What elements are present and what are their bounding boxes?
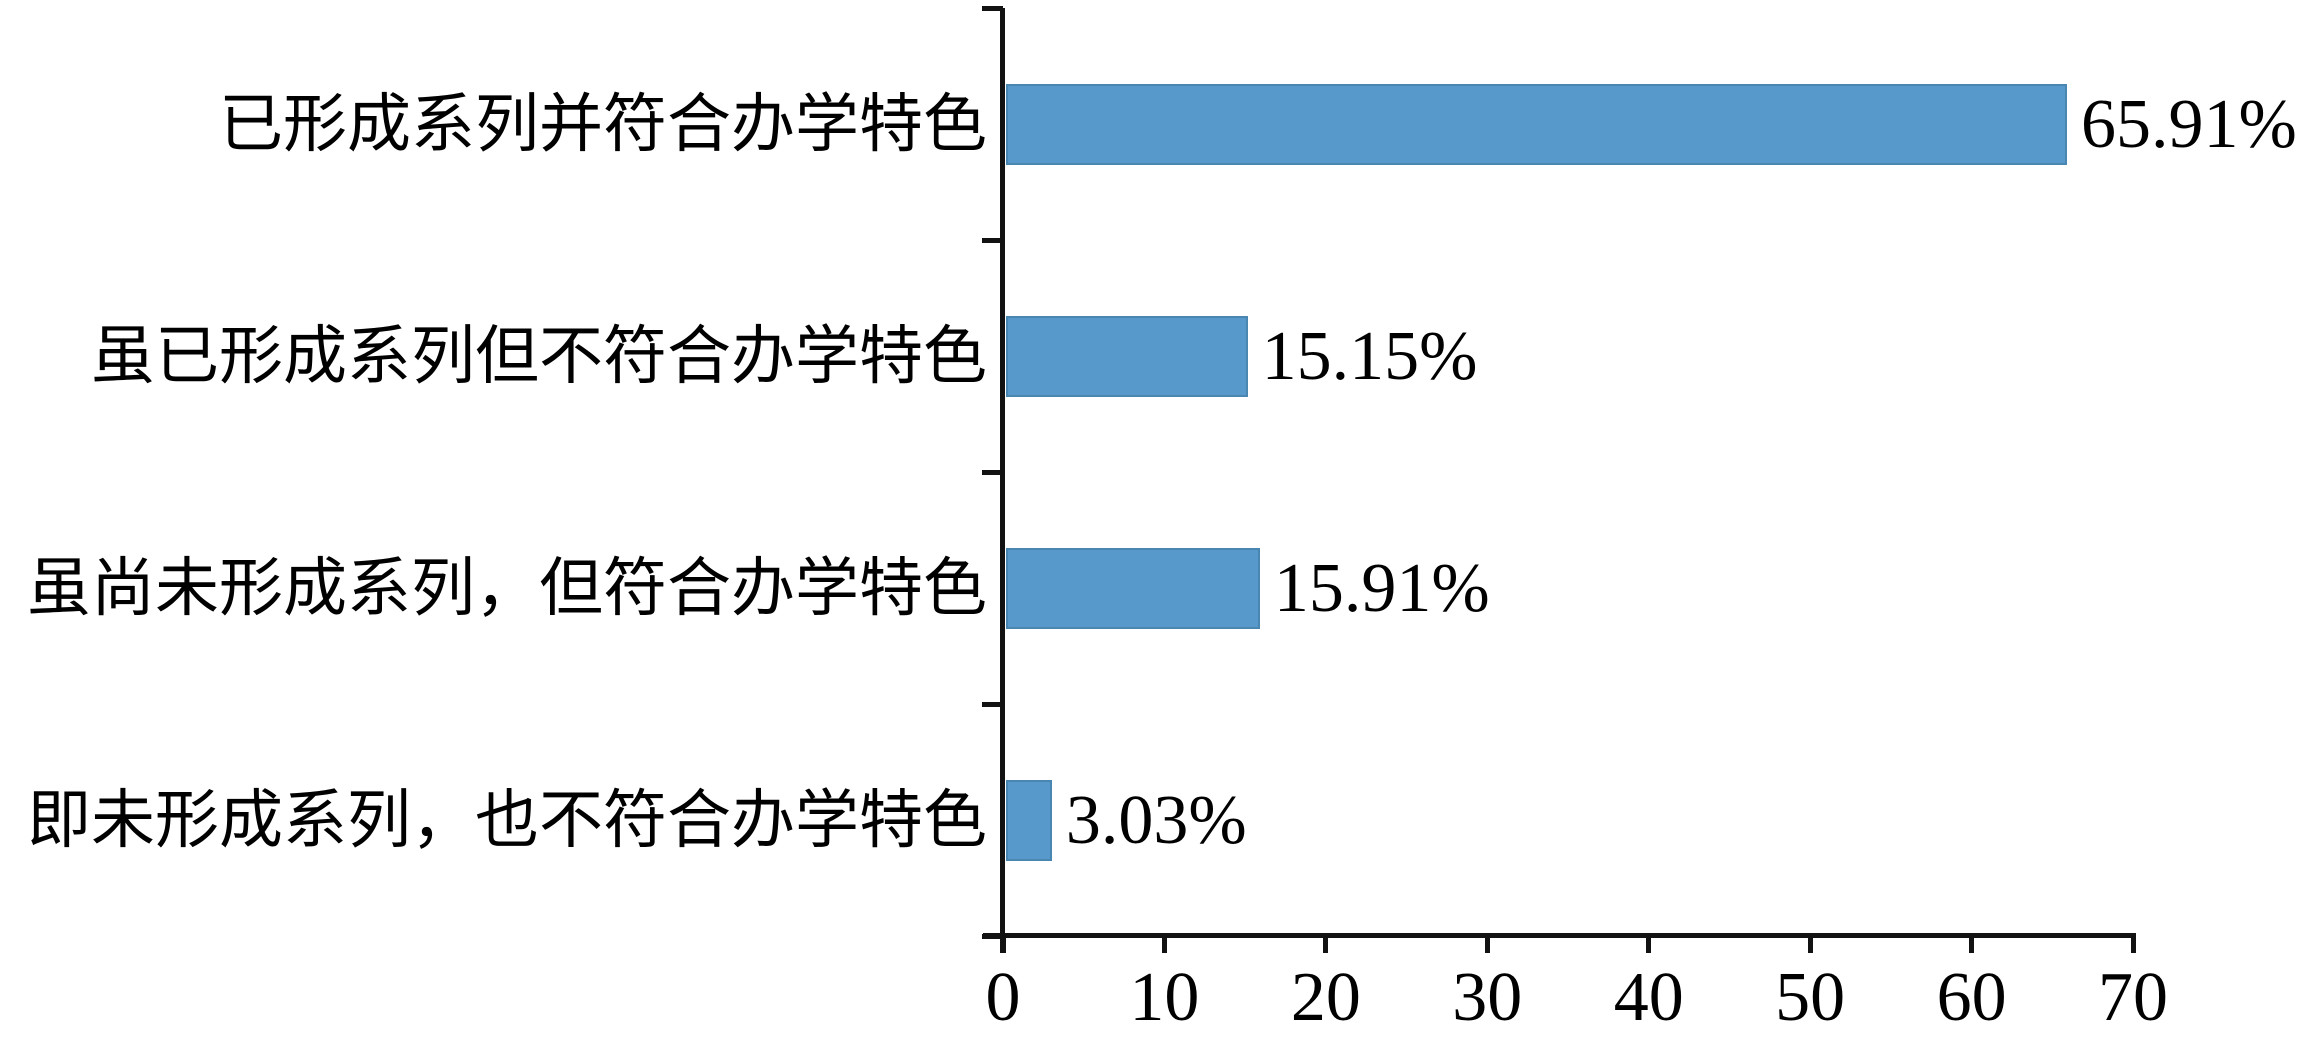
x-axis-tick <box>1484 937 1490 953</box>
value-label: 3.03% <box>1065 781 1247 859</box>
x-tick-label: 50 <box>1775 959 1846 1036</box>
y-axis-tick <box>982 469 1003 475</box>
x-axis-tick <box>1323 937 1329 953</box>
bar <box>1006 779 1052 861</box>
value-label: 15.15% <box>1261 317 1478 395</box>
value-label: 65.91% <box>2080 85 2297 163</box>
x-axis-tick <box>1161 937 1167 953</box>
category-label: 虽已形成系列但不符合办学特色 <box>91 320 987 392</box>
x-tick-label: 30 <box>1452 959 1523 1036</box>
y-axis-tick <box>982 701 1003 707</box>
x-tick-label: 40 <box>1613 959 1684 1036</box>
x-tick-label: 60 <box>1936 959 2007 1036</box>
x-axis-tick <box>2130 937 2136 953</box>
y-axis-tick <box>982 237 1003 243</box>
y-axis-line <box>1000 8 1005 953</box>
x-tick-label: 0 <box>985 959 1021 1036</box>
x-tick-label: 10 <box>1129 959 1200 1036</box>
x-axis-tick <box>1646 937 1652 953</box>
x-axis-tick <box>1969 937 1975 953</box>
bar <box>1006 315 1248 397</box>
y-axis-tick <box>982 5 1003 11</box>
x-axis-tick <box>1807 937 1813 953</box>
x-tick-label: 20 <box>1290 959 1361 1036</box>
category-label: 虽尚未形成系列，但符合办学特色 <box>27 552 987 624</box>
bar <box>1006 83 2067 165</box>
value-label: 15.91% <box>1273 549 1490 627</box>
category-label: 即未形成系列，也不符合办学特色 <box>27 784 987 856</box>
x-tick-label: 70 <box>2098 959 2168 1036</box>
category-label: 已形成系列并符合办学特色 <box>219 88 987 160</box>
x-axis-tick <box>1000 937 1006 953</box>
x-axis-line <box>983 933 2136 938</box>
bar <box>1006 547 1260 629</box>
y-axis-tick <box>982 933 1003 939</box>
